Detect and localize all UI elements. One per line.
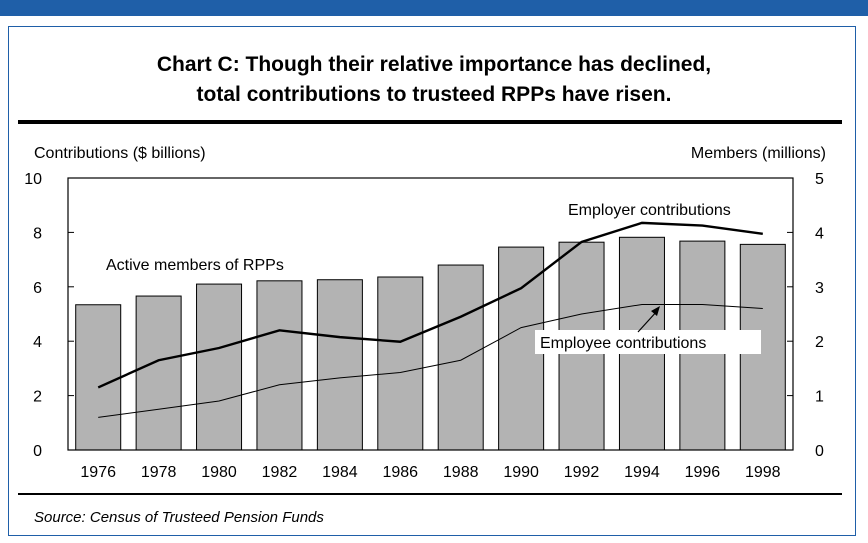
- chart-frame: [8, 26, 856, 536]
- y-tick-label-right-4: 4: [815, 225, 824, 242]
- y-tick-label-left-4: 4: [33, 334, 42, 351]
- y-tick-label-right-2: 2: [815, 334, 824, 351]
- bar-1988: [437, 264, 484, 451]
- source-note: Source: Census of Trusteed Pension Funds: [34, 509, 324, 526]
- x-tick-label-1994: 1994: [624, 464, 660, 481]
- bar-1978: [135, 295, 182, 451]
- x-tick-label-1986: 1986: [382, 464, 418, 481]
- x-tick-label-1992: 1992: [564, 464, 600, 481]
- x-tick-label-1998: 1998: [745, 464, 781, 481]
- series-label-employee: Employee contributions: [540, 335, 706, 352]
- x-tick-label-1982: 1982: [262, 464, 298, 481]
- x-tick-label-1976: 1976: [80, 464, 116, 481]
- x-tick-label-1980: 1980: [201, 464, 237, 481]
- y-axis-label-left: Contributions ($ billions): [34, 145, 206, 162]
- y-tick-label-right-0: 0: [815, 443, 824, 460]
- plot-area-border: [67, 177, 794, 451]
- x-tick-label-1988: 1988: [443, 464, 479, 481]
- x-tick-label-1978: 1978: [141, 464, 177, 481]
- series-label-employer: Employer contributions: [568, 202, 731, 219]
- y-tick-label-right-5: 5: [815, 171, 824, 188]
- y-tick-label-left-6: 6: [33, 280, 42, 297]
- employee-label-background: [535, 330, 761, 354]
- title-line-2: total contributions to trusteed RPPs hav…: [196, 83, 672, 106]
- series-label-active-members: Active members of RPPs: [106, 257, 284, 274]
- employee-annotation-arrowhead: [651, 306, 660, 316]
- y-tick-label-right-1: 1: [815, 389, 824, 406]
- y-tick-label-left-2: 2: [33, 389, 42, 406]
- line-employee-contributions: [98, 303, 763, 418]
- bar-1976: [75, 304, 122, 451]
- bar-1982: [256, 280, 303, 451]
- title-rule: [18, 120, 842, 124]
- x-tick-label-1984: 1984: [322, 464, 358, 481]
- y-axis-label-right: Members (millions): [691, 145, 826, 162]
- y-tick-label-left-8: 8: [33, 225, 42, 242]
- x-tick-label-1996: 1996: [685, 464, 721, 481]
- chart-title: Chart C: Though their relative importanc…: [0, 50, 868, 110]
- y-tick-label-left-10: 10: [24, 171, 42, 188]
- bar-1980: [196, 283, 243, 451]
- bar-1984: [316, 279, 363, 451]
- line-employer-contributions: [97, 221, 763, 389]
- title-line-1: Chart C: Though their relative importanc…: [156, 53, 712, 76]
- source-rule: [18, 493, 842, 495]
- x-tick-label-1990: 1990: [503, 464, 539, 481]
- y-tick-label-right-3: 3: [815, 280, 824, 297]
- top-banner: [0, 0, 868, 16]
- y-tick-label-left-0: 0: [33, 443, 42, 460]
- bar-1986: [377, 276, 424, 451]
